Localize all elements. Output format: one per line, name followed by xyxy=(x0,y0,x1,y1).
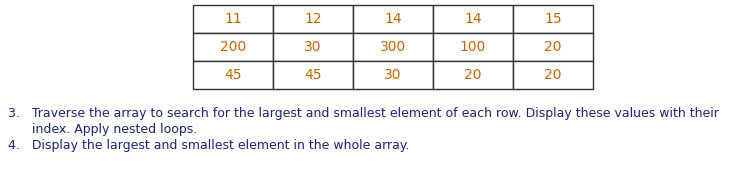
Bar xyxy=(433,33,513,61)
Bar xyxy=(273,33,353,61)
Text: 15: 15 xyxy=(544,12,562,26)
Bar xyxy=(353,5,433,33)
Bar xyxy=(193,5,273,33)
Text: 45: 45 xyxy=(224,68,242,82)
Text: 100: 100 xyxy=(460,40,486,54)
Text: 20: 20 xyxy=(544,40,562,54)
Text: 14: 14 xyxy=(384,12,402,26)
Text: 4.   Display the largest and smallest element in the whole array.: 4. Display the largest and smallest elem… xyxy=(8,139,409,152)
Text: 30: 30 xyxy=(304,40,322,54)
Bar xyxy=(193,33,273,61)
Text: 3.   Traverse the array to search for the largest and smallest element of each r: 3. Traverse the array to search for the … xyxy=(8,107,719,120)
Text: 14: 14 xyxy=(465,12,482,26)
Bar xyxy=(353,61,433,89)
Text: 20: 20 xyxy=(544,68,562,82)
Text: 200: 200 xyxy=(220,40,246,54)
Bar xyxy=(353,33,433,61)
Text: index. Apply nested loops.: index. Apply nested loops. xyxy=(8,123,197,136)
Bar xyxy=(433,5,513,33)
Text: 30: 30 xyxy=(384,68,402,82)
Text: 11: 11 xyxy=(224,12,242,26)
Bar xyxy=(513,61,593,89)
Text: 45: 45 xyxy=(304,68,322,82)
Bar xyxy=(513,33,593,61)
Bar xyxy=(273,61,353,89)
Bar xyxy=(433,61,513,89)
Text: 20: 20 xyxy=(465,68,481,82)
Text: 12: 12 xyxy=(304,12,322,26)
Bar xyxy=(273,5,353,33)
Bar xyxy=(513,5,593,33)
Bar xyxy=(193,61,273,89)
Text: 300: 300 xyxy=(380,40,406,54)
